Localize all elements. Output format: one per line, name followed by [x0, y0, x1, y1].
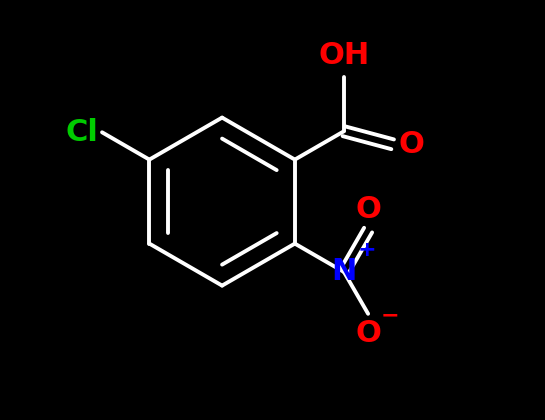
Text: N: N	[331, 257, 356, 286]
Text: Cl: Cl	[66, 118, 99, 147]
Text: O: O	[355, 195, 381, 224]
Text: OH: OH	[318, 41, 370, 70]
Text: −: −	[381, 306, 399, 326]
Text: O: O	[399, 130, 425, 159]
Text: +: +	[358, 240, 376, 260]
Text: O: O	[355, 319, 381, 348]
